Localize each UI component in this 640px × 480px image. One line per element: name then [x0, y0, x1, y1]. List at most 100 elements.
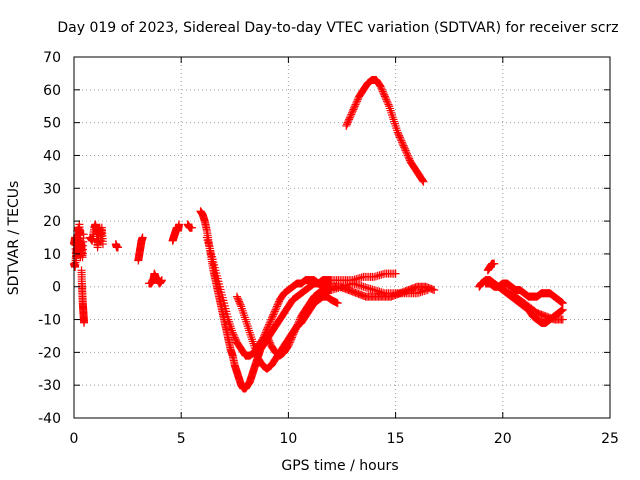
x-tick-label: 25	[601, 431, 619, 447]
data-point	[293, 320, 302, 329]
plot-frame	[73, 56, 611, 419]
data-point	[380, 92, 389, 101]
data-point	[157, 276, 166, 285]
data-point	[558, 299, 567, 308]
data-point	[235, 299, 244, 308]
data-point	[234, 295, 243, 304]
data-point	[383, 98, 392, 107]
data-point	[77, 240, 86, 249]
data-point	[261, 328, 270, 337]
data-point	[333, 299, 342, 308]
data-point	[285, 338, 294, 347]
series-early-dip	[77, 266, 89, 327]
data-point	[292, 322, 301, 331]
data-point	[398, 139, 407, 148]
data-point	[558, 315, 567, 324]
series-late-c	[481, 279, 567, 308]
data-point	[353, 97, 362, 106]
data-point	[430, 286, 439, 295]
data-point	[295, 315, 304, 324]
data-point	[113, 243, 122, 252]
y-axis-label: SDTVAR / TECUs	[6, 181, 22, 296]
data-point	[285, 340, 294, 349]
y-tick-label: 60	[43, 83, 61, 99]
data-point	[267, 315, 276, 324]
data-point	[230, 333, 239, 342]
chart-title: Day 019 of 2023, Sidereal Day-to-day VTE…	[57, 20, 618, 36]
series-late-a	[483, 259, 499, 275]
data-point	[395, 133, 404, 142]
data-point	[80, 318, 89, 327]
series-late-d	[498, 286, 567, 324]
data-point	[490, 259, 499, 268]
data-point	[292, 323, 301, 332]
data-point	[266, 317, 275, 326]
data-point	[263, 323, 272, 332]
series-hour3-8	[145, 269, 166, 288]
series-hour3	[134, 233, 147, 265]
series-hour5-5	[183, 220, 196, 232]
data-point	[419, 177, 428, 186]
data-point	[378, 85, 387, 94]
data-point	[395, 131, 404, 140]
data-point	[262, 327, 271, 336]
data-point	[284, 341, 293, 350]
data-point	[288, 331, 297, 340]
data-point	[270, 307, 279, 316]
y-tick-label: -20	[38, 345, 61, 361]
y-tick-label: 50	[43, 116, 61, 132]
data-point	[231, 335, 240, 344]
data-point	[379, 89, 388, 98]
data-point	[405, 154, 414, 163]
data-point	[287, 335, 296, 344]
data-point	[345, 115, 354, 124]
data-point	[403, 149, 412, 158]
data-point	[399, 141, 408, 150]
y-tick-label: -10	[38, 313, 61, 329]
data-point	[228, 328, 237, 337]
data-point	[265, 338, 274, 347]
data-point	[235, 297, 244, 306]
data-point	[267, 313, 276, 322]
data-point	[402, 148, 411, 157]
data-point	[376, 82, 385, 91]
data-point	[394, 130, 403, 139]
data-point	[404, 153, 413, 162]
data-point	[398, 138, 407, 147]
data-point	[263, 333, 272, 342]
data-point	[230, 331, 239, 340]
y-tick-label: 40	[43, 148, 61, 164]
series-hour4-8	[168, 220, 184, 245]
data-point	[351, 100, 360, 109]
data-point	[381, 94, 390, 103]
data-point	[393, 128, 402, 137]
data-point	[350, 102, 359, 111]
data-point	[264, 322, 273, 331]
data-point	[348, 108, 357, 117]
data-point	[391, 269, 400, 278]
data-point	[346, 112, 355, 121]
data-point	[343, 118, 352, 127]
data-point	[382, 95, 391, 104]
y-tick-label: -40	[38, 411, 61, 427]
series-hour2	[111, 240, 122, 252]
data-point	[270, 308, 279, 317]
data-point	[98, 240, 107, 249]
data-point	[401, 146, 410, 155]
series-upper-arc	[342, 75, 428, 186]
data-point	[294, 318, 303, 327]
data-point	[349, 105, 358, 114]
data-point	[268, 312, 277, 321]
data-point	[269, 310, 278, 319]
data-point	[418, 176, 427, 185]
y-tick-label: -30	[38, 378, 61, 394]
data-point	[233, 294, 242, 303]
data-point	[380, 90, 389, 99]
data-point	[289, 330, 298, 339]
x-tick-label: 0	[70, 431, 79, 447]
data-point	[274, 299, 283, 308]
x-tick-label: 20	[494, 431, 512, 447]
data-point	[265, 318, 274, 327]
series-trace-b	[202, 233, 432, 360]
